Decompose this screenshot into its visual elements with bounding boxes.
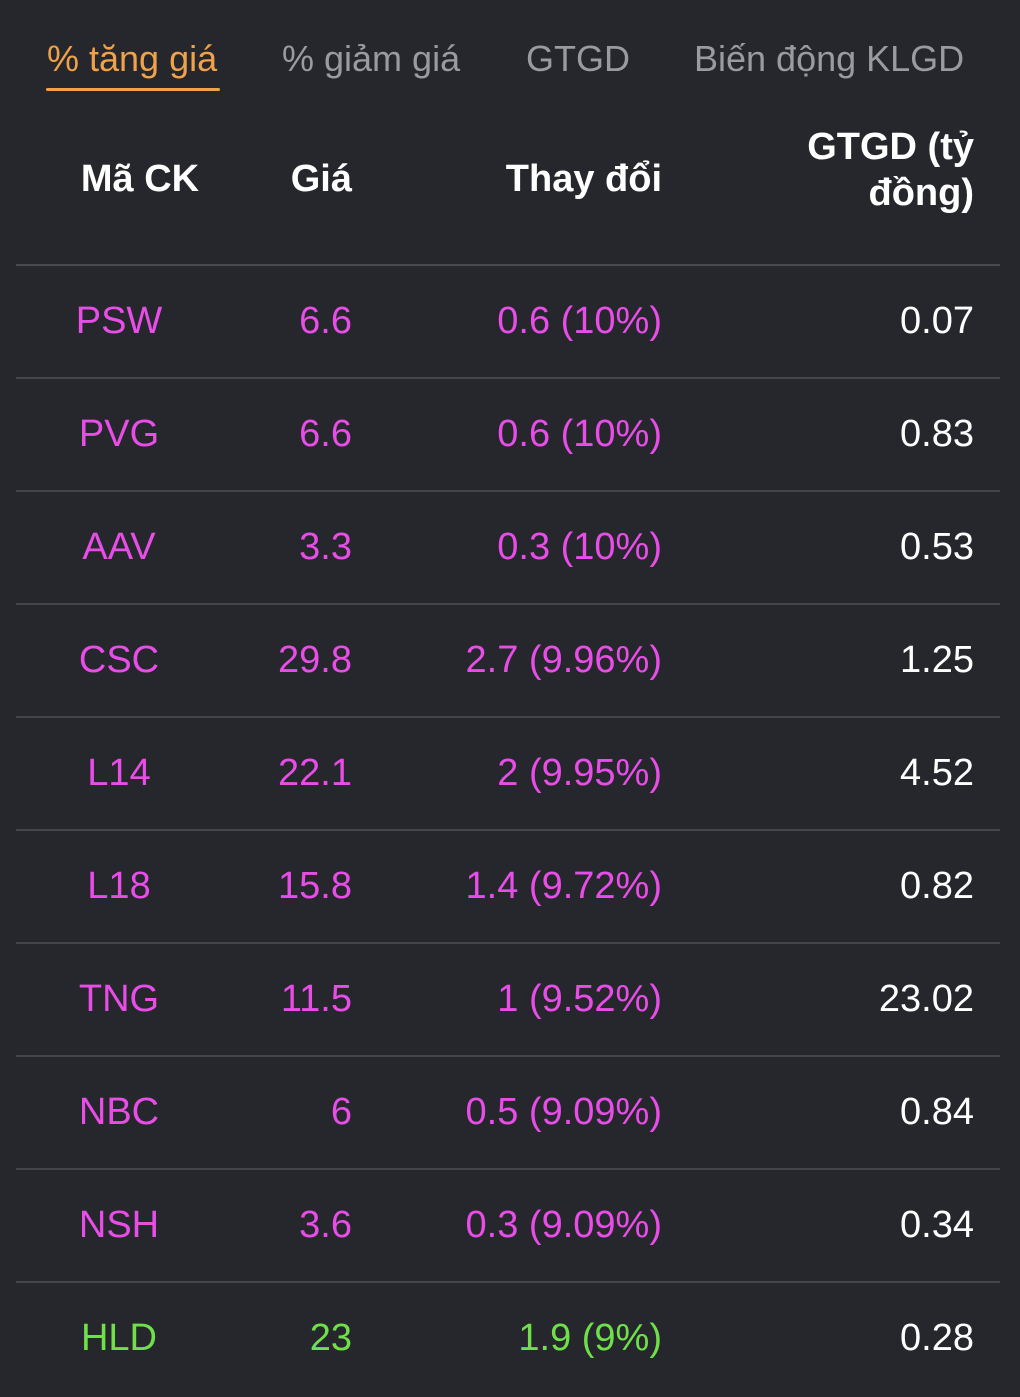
stock-code[interactable]: PSW bbox=[75, 300, 163, 342]
header-trading-value-line2: đồng) bbox=[868, 172, 974, 214]
stock-trading-value: 0.34 bbox=[900, 1204, 974, 1246]
stock-price: 6 bbox=[330, 1091, 352, 1133]
stock-code[interactable]: NBC bbox=[78, 1091, 160, 1133]
stock-price: 15.8 bbox=[278, 865, 352, 907]
stock-trading-value: 0.82 bbox=[900, 865, 974, 907]
stock-trading-value: 1.25 bbox=[900, 639, 974, 681]
stock-change: 2.7 (9.96%) bbox=[465, 639, 662, 681]
stock-trading-value: 0.84 bbox=[900, 1091, 974, 1133]
stock-trading-value: 23.02 bbox=[878, 978, 974, 1020]
stock-code[interactable]: AAV bbox=[82, 526, 156, 568]
stock-trading-value: 4.52 bbox=[900, 752, 974, 794]
tab-trading-value[interactable]: GTGD bbox=[526, 38, 630, 79]
tab-bar: % tăng giá % giảm giá GTGD Biến động KLG… bbox=[0, 0, 1020, 110]
stock-trading-value: 0.83 bbox=[900, 413, 974, 455]
header-stock-code: Mã CK bbox=[80, 158, 200, 200]
stock-price: 11.5 bbox=[280, 978, 352, 1020]
table-row[interactable]: PSW 6.6 0.6 (10%) 0.07 bbox=[16, 264, 1000, 377]
stock-trading-value: 0.07 bbox=[900, 300, 974, 342]
table-header: Mã CK Giá Thay đổi GTGD (tỷ đồng) bbox=[16, 110, 1000, 264]
stock-change: 0.3 (9.09%) bbox=[465, 1204, 662, 1246]
stock-change: 0.6 (10%) bbox=[497, 300, 662, 342]
stock-change: 1 (9.52%) bbox=[497, 978, 662, 1020]
stock-code[interactable]: HLD bbox=[80, 1317, 158, 1359]
table-row[interactable]: PVG 6.6 0.6 (10%) 0.83 bbox=[16, 377, 1000, 490]
stock-trading-value: 0.53 bbox=[900, 526, 974, 568]
stock-price: 29.8 bbox=[278, 639, 352, 681]
stock-change: 0.5 (9.09%) bbox=[465, 1091, 662, 1133]
header-trading-value-line1: GTGD (tỷ bbox=[807, 126, 974, 168]
stock-price: 22.1 bbox=[278, 752, 352, 794]
stock-code[interactable]: L18 bbox=[87, 865, 151, 907]
stock-trading-value: 0.28 bbox=[900, 1317, 974, 1359]
table-row[interactable]: L18 15.8 1.4 (9.72%) 0.82 bbox=[16, 829, 1000, 942]
header-trading-value: GTGD (tỷ đồng) bbox=[706, 124, 974, 216]
stock-price: 3.6 bbox=[299, 1204, 352, 1246]
stock-table-body: PSW 6.6 0.6 (10%) 0.07 PVG 6.6 0.6 (10%) 0.83 AA… bbox=[16, 264, 1000, 1394]
stock-change: 0.3 (10%) bbox=[497, 526, 662, 568]
stock-change: 1.4 (9.72%) bbox=[465, 865, 662, 907]
table-row[interactable]: CSC 29.8 2.7 (9.96%) 1.25 bbox=[16, 603, 1000, 716]
stock-code[interactable]: PVG bbox=[78, 413, 160, 455]
stock-code[interactable]: L14 bbox=[87, 752, 151, 794]
stock-price: 6.6 bbox=[299, 413, 352, 455]
tab-volume-change[interactable]: Biến động KLGD bbox=[694, 38, 965, 79]
header-price: Giá bbox=[290, 158, 352, 200]
table-row[interactable]: HLD 23 1.9 (9%) 0.28 bbox=[16, 1281, 1000, 1394]
table-row[interactable]: L14 22.1 2 (9.95%) 4.52 bbox=[16, 716, 1000, 829]
stock-change: 2 (9.95%) bbox=[497, 752, 662, 794]
stock-change: 0.6 (10%) bbox=[497, 413, 662, 455]
stock-code[interactable]: TNG bbox=[78, 978, 160, 1020]
stock-change: 1.9 (9%) bbox=[518, 1317, 662, 1359]
table-row[interactable]: TNG 11.5 1 (9.52%) 23.02 bbox=[16, 942, 1000, 1055]
table-row[interactable]: AAV 3.3 0.3 (10%) 0.53 bbox=[16, 490, 1000, 603]
tab-percent-decrease[interactable]: % giảm giá bbox=[282, 38, 461, 79]
stock-price: 23 bbox=[309, 1317, 352, 1359]
tab-percent-increase[interactable]: % tăng giá bbox=[47, 38, 218, 79]
header-change: Thay đổi bbox=[505, 158, 662, 200]
stock-price: 6.6 bbox=[299, 300, 352, 342]
stock-code[interactable]: NSH bbox=[78, 1204, 160, 1246]
stock-price: 3.3 bbox=[299, 526, 352, 568]
active-tab-indicator bbox=[46, 88, 220, 91]
stock-code[interactable]: CSC bbox=[78, 639, 160, 681]
table-row[interactable]: NBC 6 0.5 (9.09%) 0.84 bbox=[16, 1055, 1000, 1168]
table-row[interactable]: NSH 3.6 0.3 (9.09%) 0.34 bbox=[16, 1168, 1000, 1281]
